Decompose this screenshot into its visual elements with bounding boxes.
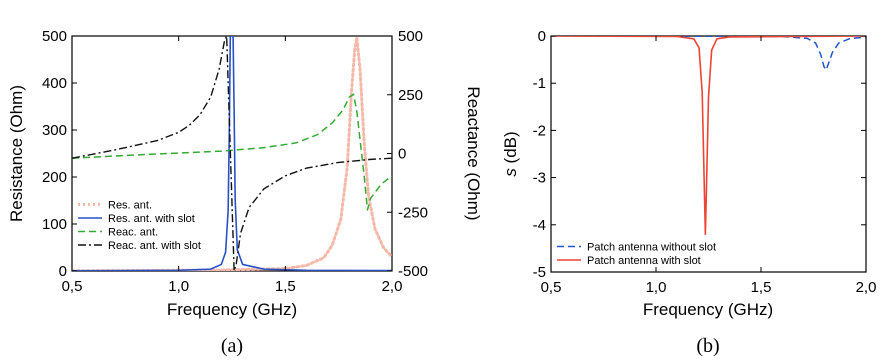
legend-a: Res. ant.Res. ant. with slot Reac. ant.Re…: [78, 200, 201, 252]
x-axis-title-a: Frequency (GHz): [167, 300, 297, 319]
ticks-group-b: 0,5 1,0 1,5 2,0 0 -1 -2 -3 -4 -5: [533, 28, 877, 296]
y-tick-label: -4: [533, 217, 546, 234]
series-line-3: [72, 93, 392, 211]
x-tick-label: 1,5: [751, 279, 772, 296]
legend-label-3: Reac. ant.: [108, 227, 158, 239]
x-axis-title-b: Frequency (GHz): [643, 300, 773, 319]
series-line-2: [72, 36, 392, 271]
legend-label-2: Res. ant. with slot: [108, 213, 195, 225]
x-tick-label: 1,0: [646, 279, 667, 296]
chart-b: 0,5 1,0 1,5 2,00-1-2-3-4-5 Frequency (GHz) …: [501, 28, 876, 357]
y-axis-title-a: Resistance (Ohm): [7, 85, 26, 222]
caption-a: (a): [221, 335, 243, 357]
caption-b: (b): [696, 335, 719, 357]
y2-tick-label: 500: [398, 28, 423, 45]
y-tick-label: 0: [59, 263, 67, 280]
series-group-a: [72, 36, 392, 271]
y-tick-label: 300: [42, 122, 67, 139]
y2-tick-label: -500: [398, 263, 428, 280]
legend-label-4: Reac. ant. with slot: [108, 240, 201, 252]
y-tick-label: 500: [42, 28, 67, 45]
y2-tick-label: 0: [398, 146, 406, 163]
x-tick-label: 1,5: [275, 278, 296, 295]
y-axis-title-b-unit: (dB): [501, 131, 520, 168]
y-tick-label: 400: [42, 75, 67, 92]
x-tick-label: 1,0: [168, 278, 189, 295]
ticks-group-a: 0,5 1,0 1,5 2,0 0 100 200 300 400 500 -500 -250 0 250…: [42, 28, 428, 295]
legend-label-1: Res. ant.: [108, 200, 152, 212]
y-tick-label: 200: [42, 169, 67, 186]
series-group-b: [551, 36, 866, 236]
y-tick-label: -3: [533, 170, 546, 187]
legend-label-1: Patch antenna without slot: [587, 242, 716, 254]
y-tick-label: -5: [533, 264, 546, 281]
y-tick-label: 0: [538, 28, 546, 45]
x-tick-label: 0,5: [541, 279, 562, 296]
series-line-4: [72, 36, 392, 271]
y-tick-label: -1: [533, 75, 546, 92]
chart-a: 0,5 1,0 1,5 2,0 0 100 200 300 400 500 -500 -250 0 250…: [7, 28, 483, 357]
y-axis-title-b-symbol: s: [501, 168, 520, 177]
y2-tick-label: -250: [398, 204, 428, 221]
y2-tick-label: 250: [398, 87, 423, 104]
x-tick-label: 2,0: [856, 279, 877, 296]
plot-frame-b: [550, 35, 867, 273]
y-tick-label: -2: [533, 122, 546, 139]
y-axis-title-b: s (dB): [501, 131, 520, 176]
x-tick-label: 0,5: [62, 278, 83, 295]
series-line-1: [551, 36, 866, 71]
x-tick-label: 2,0: [382, 278, 403, 295]
y2-axis-title-a: Reactance (Ohm): [464, 86, 483, 220]
legend-label-2: Patch antenna with slot: [587, 255, 701, 267]
y-tick-label: 100: [42, 216, 67, 233]
series-line-2: [551, 36, 866, 236]
